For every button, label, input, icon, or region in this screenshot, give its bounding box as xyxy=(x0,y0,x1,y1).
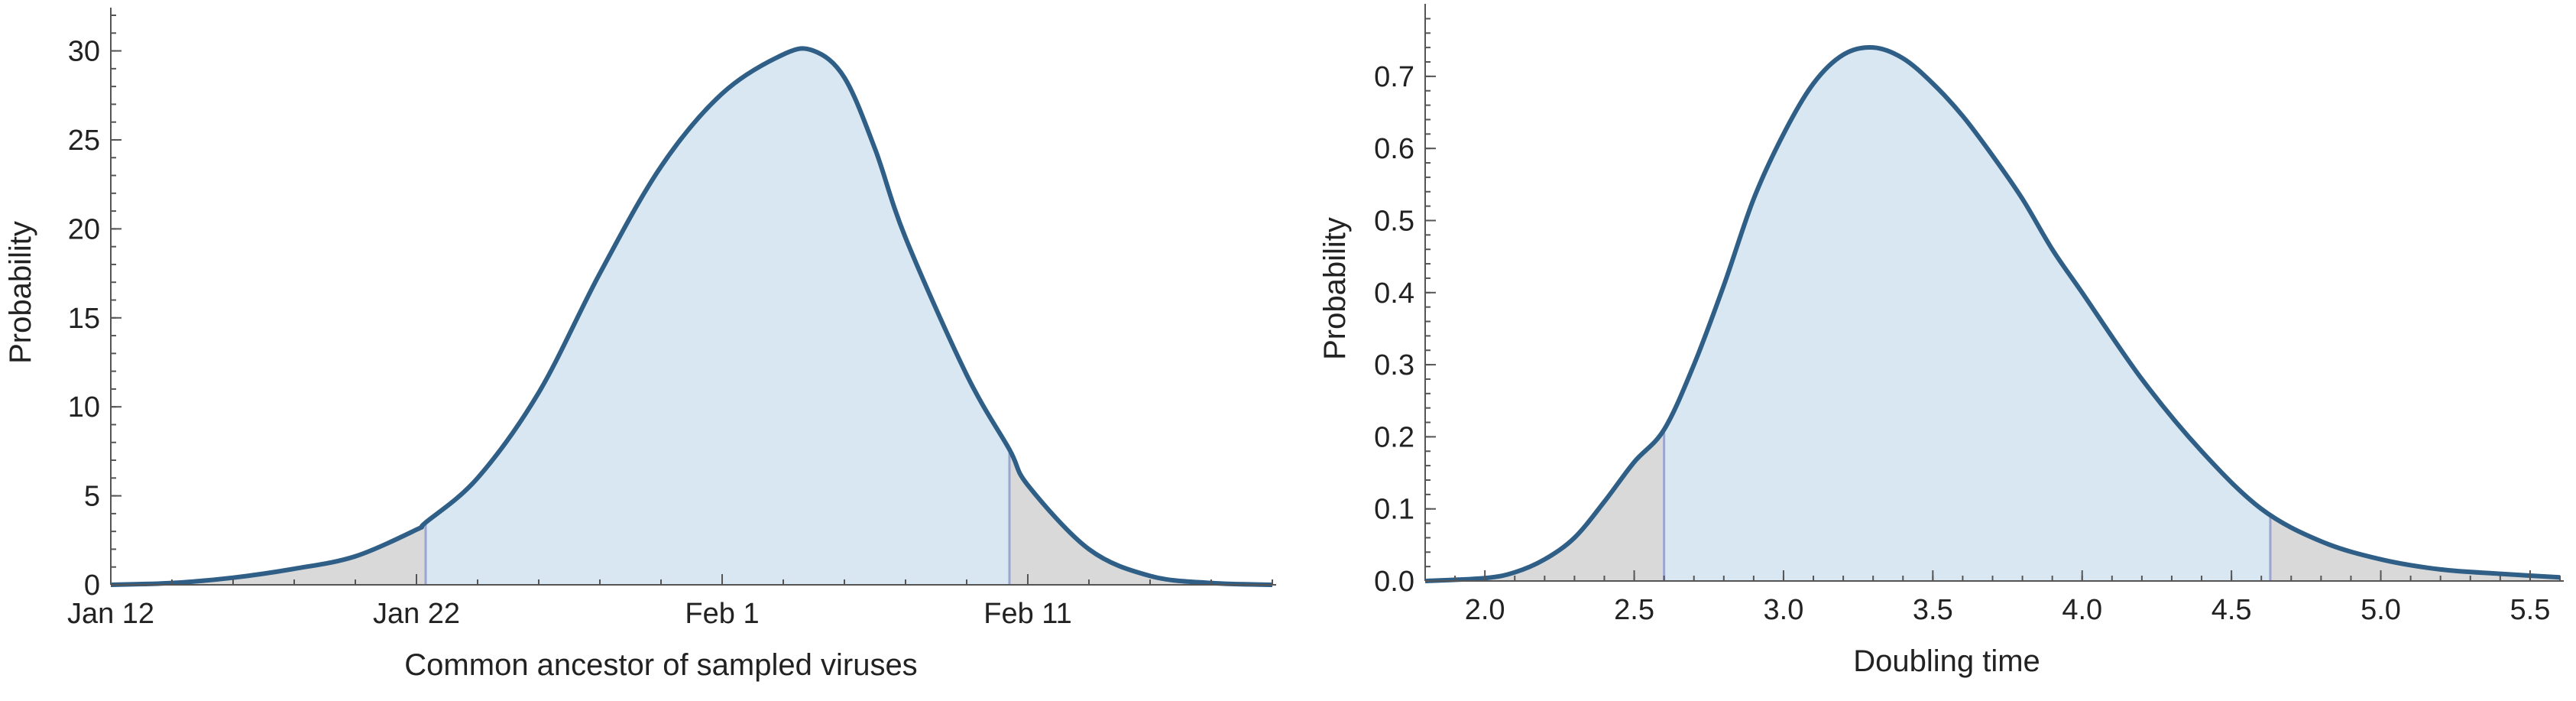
left-chart: 0 5 10 15 20 25 30 Jan 12 Jan 22 Feb 1 Feb 11 Commo… xyxy=(4,8,1276,682)
right-x-tick-label: 4.0 xyxy=(2062,594,2102,626)
left-y-tick-label: 5 xyxy=(84,481,100,513)
right-x-tick-label: 2.0 xyxy=(1465,594,1505,626)
right-x-tick-label: 5.0 xyxy=(2361,594,2401,626)
right-density-curve xyxy=(1424,45,2561,583)
left-x-tick-label: Feb 1 xyxy=(685,598,759,630)
right-x-tick-label: 3.0 xyxy=(1764,594,1804,626)
right-y-tick-label: 0.4 xyxy=(1374,277,1414,310)
right-y-tick-label: 0.3 xyxy=(1374,349,1414,381)
left-y-tick-label: 15 xyxy=(68,303,100,335)
right-y-tick-label: 0.5 xyxy=(1374,205,1414,237)
left-x-tick-label: Jan 12 xyxy=(67,598,154,630)
right-x-axis-title: Doubling time xyxy=(1853,644,2040,678)
right-tail-left-area xyxy=(1425,429,1664,581)
left-interval-area xyxy=(426,48,1009,585)
left-x-axis-title: Common ancestor of sampled viruses xyxy=(404,648,917,682)
left-y-tick-label: 25 xyxy=(68,125,100,157)
right-y-tick-label: 0.1 xyxy=(1374,494,1414,526)
left-y-tick-label: 20 xyxy=(68,213,100,245)
right-y-tick-label: 0.0 xyxy=(1374,566,1414,598)
right-interval-area xyxy=(1664,47,2270,581)
left-tail-right-area xyxy=(1009,449,1272,585)
left-x-tick-label: Jan 22 xyxy=(373,598,460,630)
right-x-tick-label: 5.5 xyxy=(2510,594,2551,626)
left-y-tick-label: 10 xyxy=(68,391,100,424)
left-tail-left-area xyxy=(111,522,426,585)
right-y-axis-title: Probability xyxy=(1318,217,1352,360)
left-x-tick-label: Feb 11 xyxy=(983,598,1071,630)
right-x-tick-label: 2.5 xyxy=(1614,594,1654,626)
right-tail-right-area xyxy=(2270,514,2560,581)
left-y-tick-label: 0 xyxy=(84,570,100,602)
right-chart: 0.0 0.1 0.2 0.3 0.4 0.5 0.6 0.7 2.0 2.5 3.0 3.5 4.0 4… xyxy=(1318,4,2564,678)
right-x-tick-label: 3.5 xyxy=(1913,594,1953,626)
right-y-tick-label: 0.7 xyxy=(1374,61,1414,93)
left-density-curve xyxy=(110,46,1273,587)
right-y-tick-label: 0.6 xyxy=(1374,133,1414,165)
left-y-axis-title: Probability xyxy=(4,221,37,364)
left-y-tick-label: 30 xyxy=(68,36,100,68)
right-x-tick-label: 4.5 xyxy=(2211,594,2252,626)
right-y-tick-label: 0.2 xyxy=(1374,421,1414,453)
